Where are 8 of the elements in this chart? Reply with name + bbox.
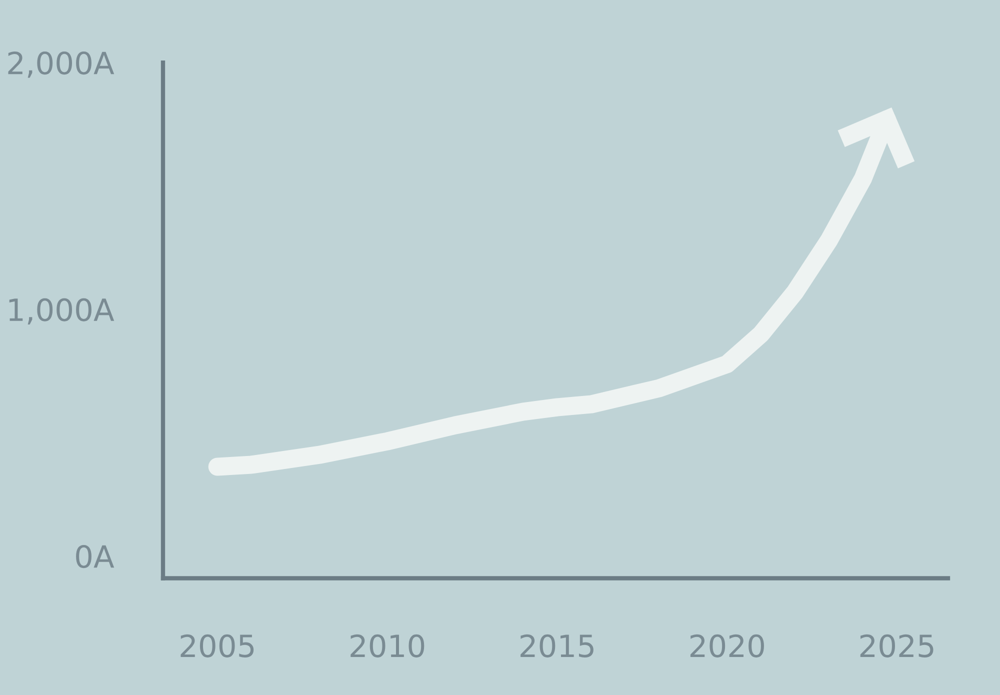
x-tick-label: 2010 bbox=[350, 634, 424, 658]
y-tick-label: 1,000A bbox=[9, 298, 114, 324]
y-tick-label: 2,000A bbox=[8, 51, 114, 78]
x-tick-label: 2005 bbox=[180, 634, 254, 658]
x-tick-label: 2015 bbox=[520, 634, 594, 658]
x-tick-label: 2025 bbox=[860, 634, 934, 658]
x-tick-label: 2020 bbox=[690, 634, 764, 658]
y-tick-label: 0A bbox=[76, 544, 114, 568]
